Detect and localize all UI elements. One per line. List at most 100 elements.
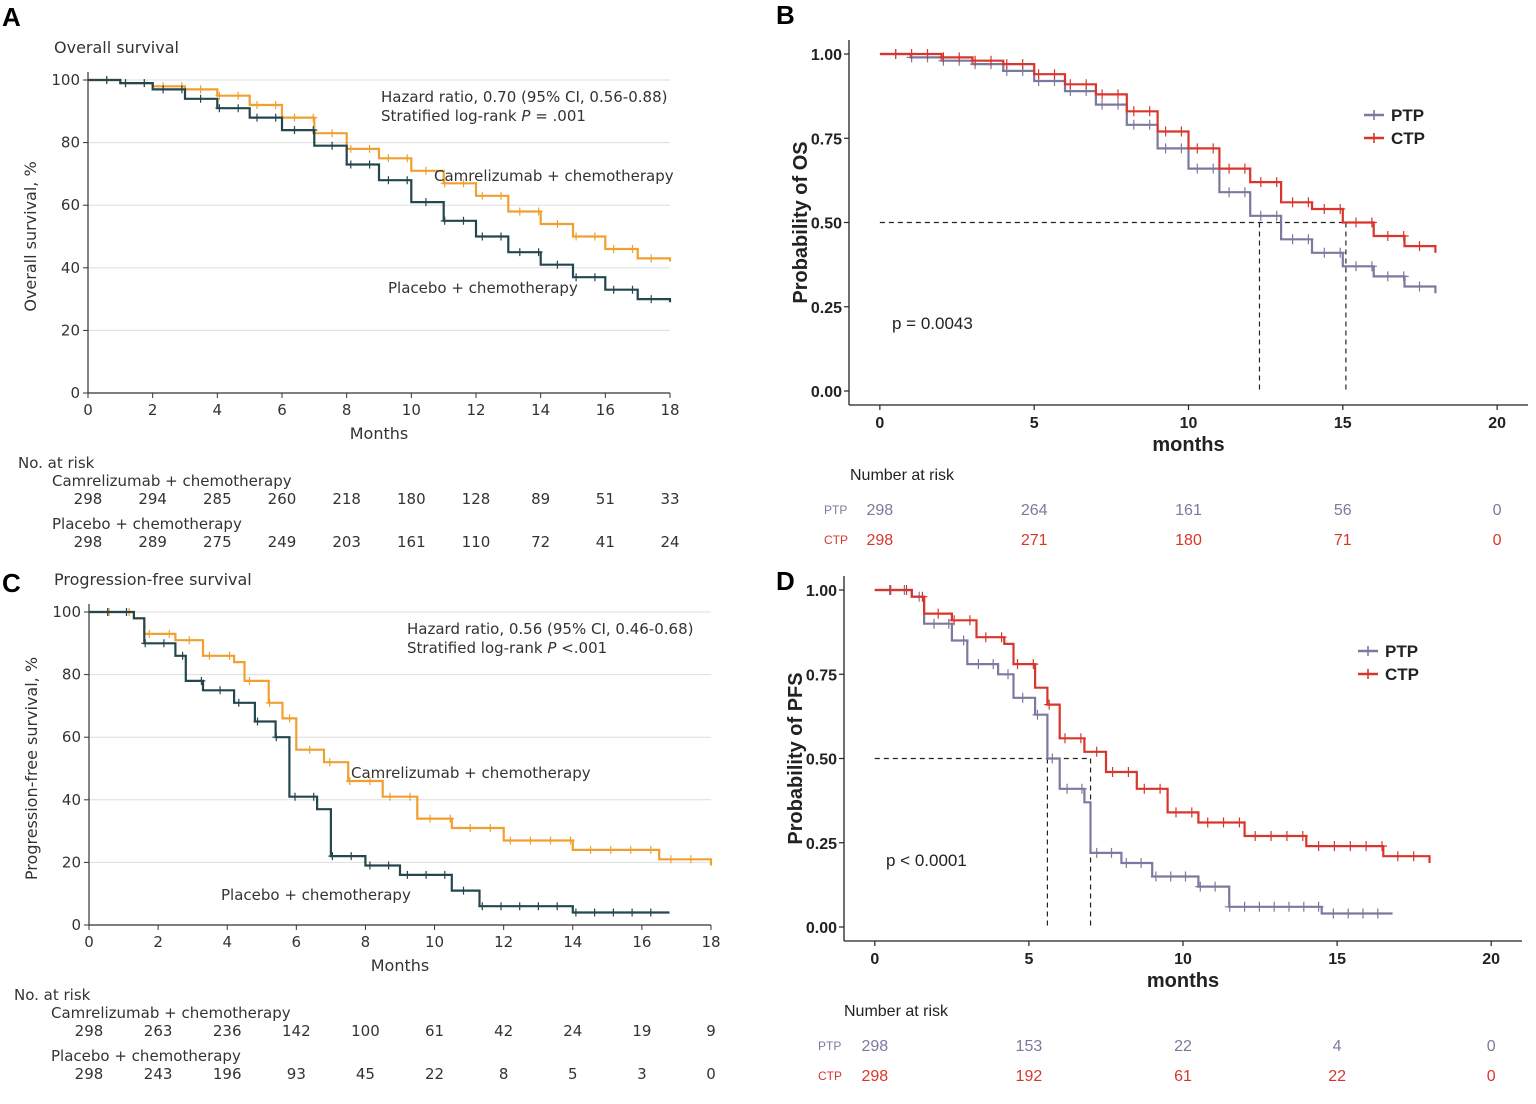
series-ptp-censor-mark	[1106, 847, 1117, 858]
risk-value: 196	[213, 1065, 242, 1083]
panel-letter: C	[2, 568, 21, 598]
risk-value: 142	[282, 1022, 311, 1040]
series-placebo-censor-mark	[177, 85, 186, 94]
y-tick-label: 0	[71, 916, 81, 934]
series-ctp-censor-mark	[1398, 231, 1409, 241]
series-placebo-censor-mark	[459, 216, 468, 225]
chart-title: Overall survival	[54, 38, 179, 57]
series-ctp-censor-mark	[1255, 177, 1266, 188]
series-camrelizumab-censor-mark	[572, 232, 581, 241]
series-ctp-censor-mark	[1081, 79, 1092, 90]
logrank-prefix: Stratified log-rank	[381, 107, 521, 125]
series-ctp-censor-mark	[1266, 831, 1277, 841]
series-ctp-censor-mark	[1160, 126, 1171, 137]
series-camrelizumab-censor-mark	[245, 676, 254, 685]
series-ptp-censor-mark	[1284, 901, 1294, 912]
risk-row-label: Placebo + chemotherapy	[51, 1047, 241, 1065]
series-ptp-censor-mark	[929, 618, 939, 629]
series-ctp-censor-mark	[964, 615, 975, 626]
series-ctp-censor-mark	[1234, 817, 1245, 828]
y-tick-label: 0.75	[811, 131, 842, 148]
risk-value: 51	[596, 490, 615, 508]
series-ptp-censor-mark	[1180, 871, 1191, 882]
series-camrelizumab-censor-mark	[196, 85, 205, 94]
series-camrelizumab-censor-mark	[506, 836, 515, 845]
risk-table-title: Number at risk	[850, 467, 955, 484]
risk-value: 180	[397, 490, 426, 508]
series-placebo-censor-mark	[103, 608, 112, 616]
series-placebo-censor-mark	[478, 902, 487, 911]
series-placebo-censor-mark	[534, 902, 543, 911]
risk-value: 22	[425, 1065, 444, 1083]
risk-value: 89	[531, 490, 550, 508]
series-placebo-censor-mark	[534, 248, 543, 257]
series-line-ptp	[874, 588, 1393, 915]
x-tick-label: 8	[342, 401, 352, 419]
risk-value: 298	[861, 1038, 888, 1055]
series-ctp-censor-mark	[1239, 163, 1250, 174]
risk-row-label: PTP	[818, 1039, 841, 1053]
series-ctp-censor-mark	[1171, 807, 1181, 818]
series-ctp-censor-mark	[1414, 241, 1425, 252]
series-placebo-censor-mark	[646, 908, 655, 917]
series-camrelizumab-censor-mark	[546, 836, 555, 845]
x-tick-label: 12	[494, 933, 513, 951]
risk-value: 289	[138, 533, 167, 551]
series-ctp-censor-mark	[1155, 783, 1166, 794]
series-placebo-censor-mark	[572, 273, 581, 282]
series-label-camrelizumab: Camrelizumab + chemotherapy	[434, 167, 674, 185]
series-camrelizumab-censor-mark	[271, 101, 280, 109]
series-ctp-censor-mark	[938, 52, 949, 63]
x-axis-label: Months	[350, 424, 408, 443]
risk-row-label: Camrelizumab + chemotherapy	[51, 1004, 291, 1022]
x-tick-label: 0	[875, 415, 884, 432]
series-ptp-censor-mark	[1192, 163, 1203, 174]
y-tick-label: 0	[70, 384, 80, 402]
series-ptp-censor-mark	[1062, 783, 1073, 794]
series-ptp-censor-mark	[1224, 187, 1235, 198]
risk-value: 61	[1174, 1068, 1192, 1085]
series-camrelizumab-censor-mark	[305, 745, 314, 754]
series-placebo-censor-mark	[102, 76, 111, 84]
series-ctp-censor-mark	[1335, 204, 1346, 214]
risk-value: 161	[397, 533, 426, 551]
series-placebo-censor-mark	[403, 870, 412, 879]
series-camrelizumab-censor-mark	[666, 855, 675, 864]
series-placebo-censor-mark	[628, 908, 637, 917]
hazard-ratio-text: Hazard ratio, 0.70 (95% CI, 0.56-0.88)	[381, 88, 667, 106]
risk-value: 71	[1334, 532, 1352, 549]
series-placebo-censor-mark	[590, 908, 599, 917]
y-tick-label: 0.25	[806, 836, 837, 853]
risk-value: 45	[356, 1065, 375, 1083]
risk-value: 41	[596, 533, 615, 551]
risk-value: 0	[706, 1065, 716, 1083]
series-ptp-censor-mark	[1076, 783, 1087, 794]
risk-row-label: PTP	[824, 503, 847, 517]
logrank-value: = .001	[530, 107, 586, 125]
x-tick-label: 15	[1334, 415, 1352, 432]
series-ptp-censor-mark	[988, 659, 999, 670]
series-ptp-censor-mark	[1003, 669, 1013, 680]
risk-value: 236	[213, 1022, 242, 1040]
series-ptp-censor-mark	[1271, 210, 1282, 221]
risk-value: 294	[138, 490, 167, 508]
risk-value: 4	[1333, 1038, 1342, 1055]
series-placebo-censor-mark	[571, 908, 580, 917]
series-ptp-censor-mark	[1414, 281, 1425, 292]
x-axis-label: Months	[371, 956, 429, 975]
series-camrelizumab-censor-mark	[440, 179, 449, 188]
series-camrelizumab-censor-mark	[403, 154, 412, 163]
y-tick-label: 100	[51, 71, 80, 89]
series-placebo-censor-mark	[215, 104, 224, 113]
panel-letter: D	[776, 566, 795, 596]
logrank-text: Stratified log-rank P <.001	[407, 639, 607, 657]
series-camrelizumab-censor-mark	[253, 101, 261, 109]
x-tick-label: 15	[1328, 951, 1346, 968]
series-camrelizumab-censor-mark	[686, 855, 695, 864]
risk-value: 275	[203, 533, 232, 551]
series-placebo-censor-mark	[197, 676, 206, 685]
series-placebo-censor-mark	[497, 232, 505, 241]
series-camrelizumab-censor-mark	[185, 636, 194, 645]
panel-B: B 0.00 0.25 0.50 0.75 1.00 0 5 10 15 20 months Proba…	[776, 0, 1528, 549]
